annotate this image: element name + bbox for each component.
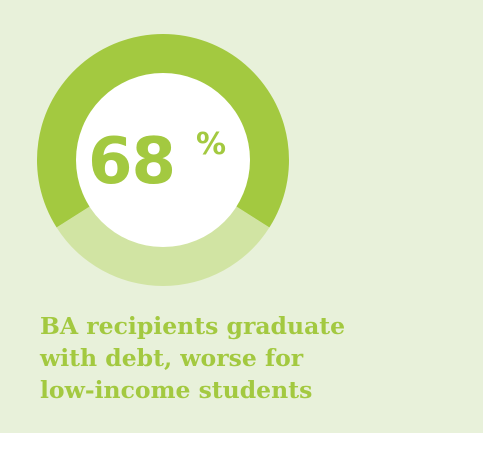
caption-line-3: low-income students xyxy=(40,376,313,404)
percentage-value: 68 xyxy=(88,125,176,199)
percent-sign: % xyxy=(196,127,227,162)
caption-line-1: BA recipients graduate xyxy=(40,312,346,340)
infographic-card: 68 % BA recipients graduate with debt, w… xyxy=(0,0,483,433)
caption: BA recipients graduate with debt, worse … xyxy=(40,310,470,406)
big-percentage: 68 % xyxy=(88,122,238,202)
donut-hole xyxy=(76,73,250,247)
donut-chart xyxy=(37,34,289,287)
caption-line-2: with debt, worse for xyxy=(40,344,304,372)
